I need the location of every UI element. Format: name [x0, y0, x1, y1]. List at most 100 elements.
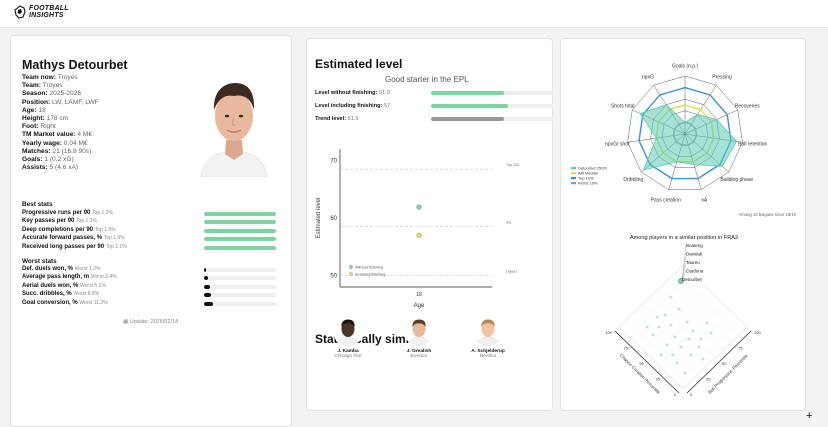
peer-point[interactable] — [697, 345, 701, 349]
level-bar — [431, 117, 553, 121]
peer-point[interactable] — [657, 325, 661, 329]
avatar-face — [481, 321, 495, 337]
level-label: Trend level: 61.9 — [315, 116, 359, 122]
radar-series[interactable] — [639, 104, 738, 171]
label-leader-line — [681, 278, 687, 282]
radar-legend-swatch — [571, 182, 576, 185]
peer-point[interactable] — [701, 357, 705, 361]
peer-point[interactable] — [671, 353, 675, 357]
info-key: Foot: — [22, 123, 41, 131]
info-row: Team: Troyes — [22, 82, 99, 90]
peer-point[interactable] — [699, 337, 703, 341]
level-point[interactable] — [416, 232, 422, 238]
info-key: Age: — [22, 106, 39, 114]
percentile-point-label: Taureu — [686, 260, 700, 265]
peer-point[interactable] — [645, 325, 649, 329]
radar-chart: Goals (n.p.) Pressing Recoveries Ball reten… — [571, 64, 797, 217]
add-icon[interactable]: + — [806, 410, 813, 422]
radar-axis-label: Goals (n.p.) — [672, 64, 698, 70]
peer-point[interactable] — [655, 315, 659, 319]
radar-footnote: Among 10 leagues since 18/19 — [738, 212, 796, 217]
peer-point[interactable] — [687, 337, 691, 341]
label-leader-line — [681, 253, 687, 282]
similar-player-card[interactable]: J. Kamba Chicago Fire — [318, 316, 378, 359]
stat-bar-fill — [204, 212, 276, 216]
level-bar — [431, 104, 553, 108]
peer-point[interactable] — [669, 323, 673, 327]
stat-row: Received long passes per 90 Top 2.1% — [22, 244, 287, 252]
similar-player-name: J. Kamba — [337, 349, 359, 354]
stat-rank: Worst 11.2% — [79, 299, 108, 306]
percentile-title: Among players in a similar position in F… — [630, 235, 738, 241]
y-axis-label: Estimated level — [316, 198, 322, 239]
radar-legend-swatch — [571, 167, 576, 170]
reference-label: Ligue1 — [506, 270, 517, 274]
peer-point[interactable] — [709, 331, 713, 335]
player-name: Mathys Detourbet — [22, 58, 128, 72]
info-key: Matches: — [22, 147, 53, 155]
radar-legend-label: Detourbet 25/26 — [578, 166, 607, 171]
y-tick-label: 50 — [330, 274, 337, 280]
similar-player-avatar — [404, 316, 434, 346]
peer-point[interactable] — [651, 333, 655, 337]
brand-logo[interactable]: FOOTBALL INSIGHTS — [14, 5, 69, 19]
percentile-tick-right: 25 — [706, 377, 711, 382]
peer-point[interactable] — [677, 307, 681, 311]
level-value: 61.9 — [379, 90, 390, 96]
peer-point[interactable] — [669, 295, 673, 299]
profile-charts-panel: Goals (n.p.) Pressing Recoveries Ball reten… — [560, 38, 806, 411]
stat-rank: Top 1.9% — [103, 235, 125, 242]
radar-legend-label: Top 10% — [578, 176, 594, 181]
stat-row: Progressive runs per 90 Top 1.2% — [22, 210, 287, 218]
percentile-tick-left: 0 — [674, 392, 677, 397]
peer-point[interactable] — [663, 313, 667, 317]
stat-label: Average pass length, m Worst 3.4% — [22, 274, 117, 281]
reference-label: Top 200 — [506, 163, 520, 167]
y-tick-label: 60 — [330, 216, 337, 222]
similar-player-name: A. Schjelderup — [471, 349, 505, 354]
percentile-scatter: Among players in a similar position in F… — [605, 235, 761, 397]
info-value: 178 cm — [46, 115, 69, 123]
radar-axis-label: Building phase — [720, 177, 753, 183]
legend-label: Without finishing — [355, 266, 383, 270]
radar-legend-label: AM Median — [578, 171, 598, 176]
peer-point[interactable] — [689, 353, 693, 357]
peer-point[interactable] — [675, 361, 679, 365]
label-leader-line — [681, 244, 687, 282]
stat-rank: Worst 1.2% — [74, 266, 101, 272]
similar-player-card[interactable]: A. Schjelderup Benfica — [458, 316, 518, 359]
radar-legend-label: Worst 10% — [578, 181, 598, 186]
brand-line-1: FOOTBALL — [29, 5, 69, 12]
legend-label: Including finishing — [355, 273, 385, 277]
similar-player-avatar — [473, 316, 503, 346]
player-photo — [199, 72, 269, 177]
stat-bar — [204, 220, 276, 225]
peer-point[interactable] — [665, 343, 669, 347]
level-row: Trend level: 61.9 — [315, 116, 553, 125]
similar-player-card[interactable]: J. Grealish Everton — [389, 316, 449, 359]
stat-row: Goal conversion, % Worst 11.2% — [22, 300, 287, 308]
stat-label: Deep completions per 90 Top 1.5% — [22, 226, 116, 233]
similar-player-club: Everton — [410, 354, 428, 359]
peer-point[interactable] — [685, 320, 689, 324]
stat-bar-fill — [204, 301, 213, 306]
stat-rank: Top 2.1% — [105, 243, 127, 250]
level-bar — [431, 91, 553, 95]
avatar-hair — [341, 319, 355, 327]
stat-bar — [204, 237, 276, 242]
avatar-image — [404, 316, 434, 346]
radar-axis-label: npxG — [642, 74, 654, 80]
stat-bar — [204, 228, 276, 233]
level-point[interactable] — [416, 204, 422, 210]
peer-point[interactable] — [659, 353, 663, 357]
stat-bar-fill — [204, 220, 276, 225]
peer-point[interactable] — [691, 329, 695, 333]
avatar-hair — [412, 319, 426, 327]
radar-axis-label: Shots total — [611, 104, 635, 110]
stat-row: Def. duels won, % Worst 1.2% — [22, 266, 287, 274]
peer-point[interactable] — [705, 321, 709, 325]
label-leader-line — [681, 261, 687, 282]
peer-point[interactable] — [673, 335, 677, 339]
peer-point[interactable] — [683, 371, 687, 375]
peer-point[interactable] — [679, 345, 683, 349]
